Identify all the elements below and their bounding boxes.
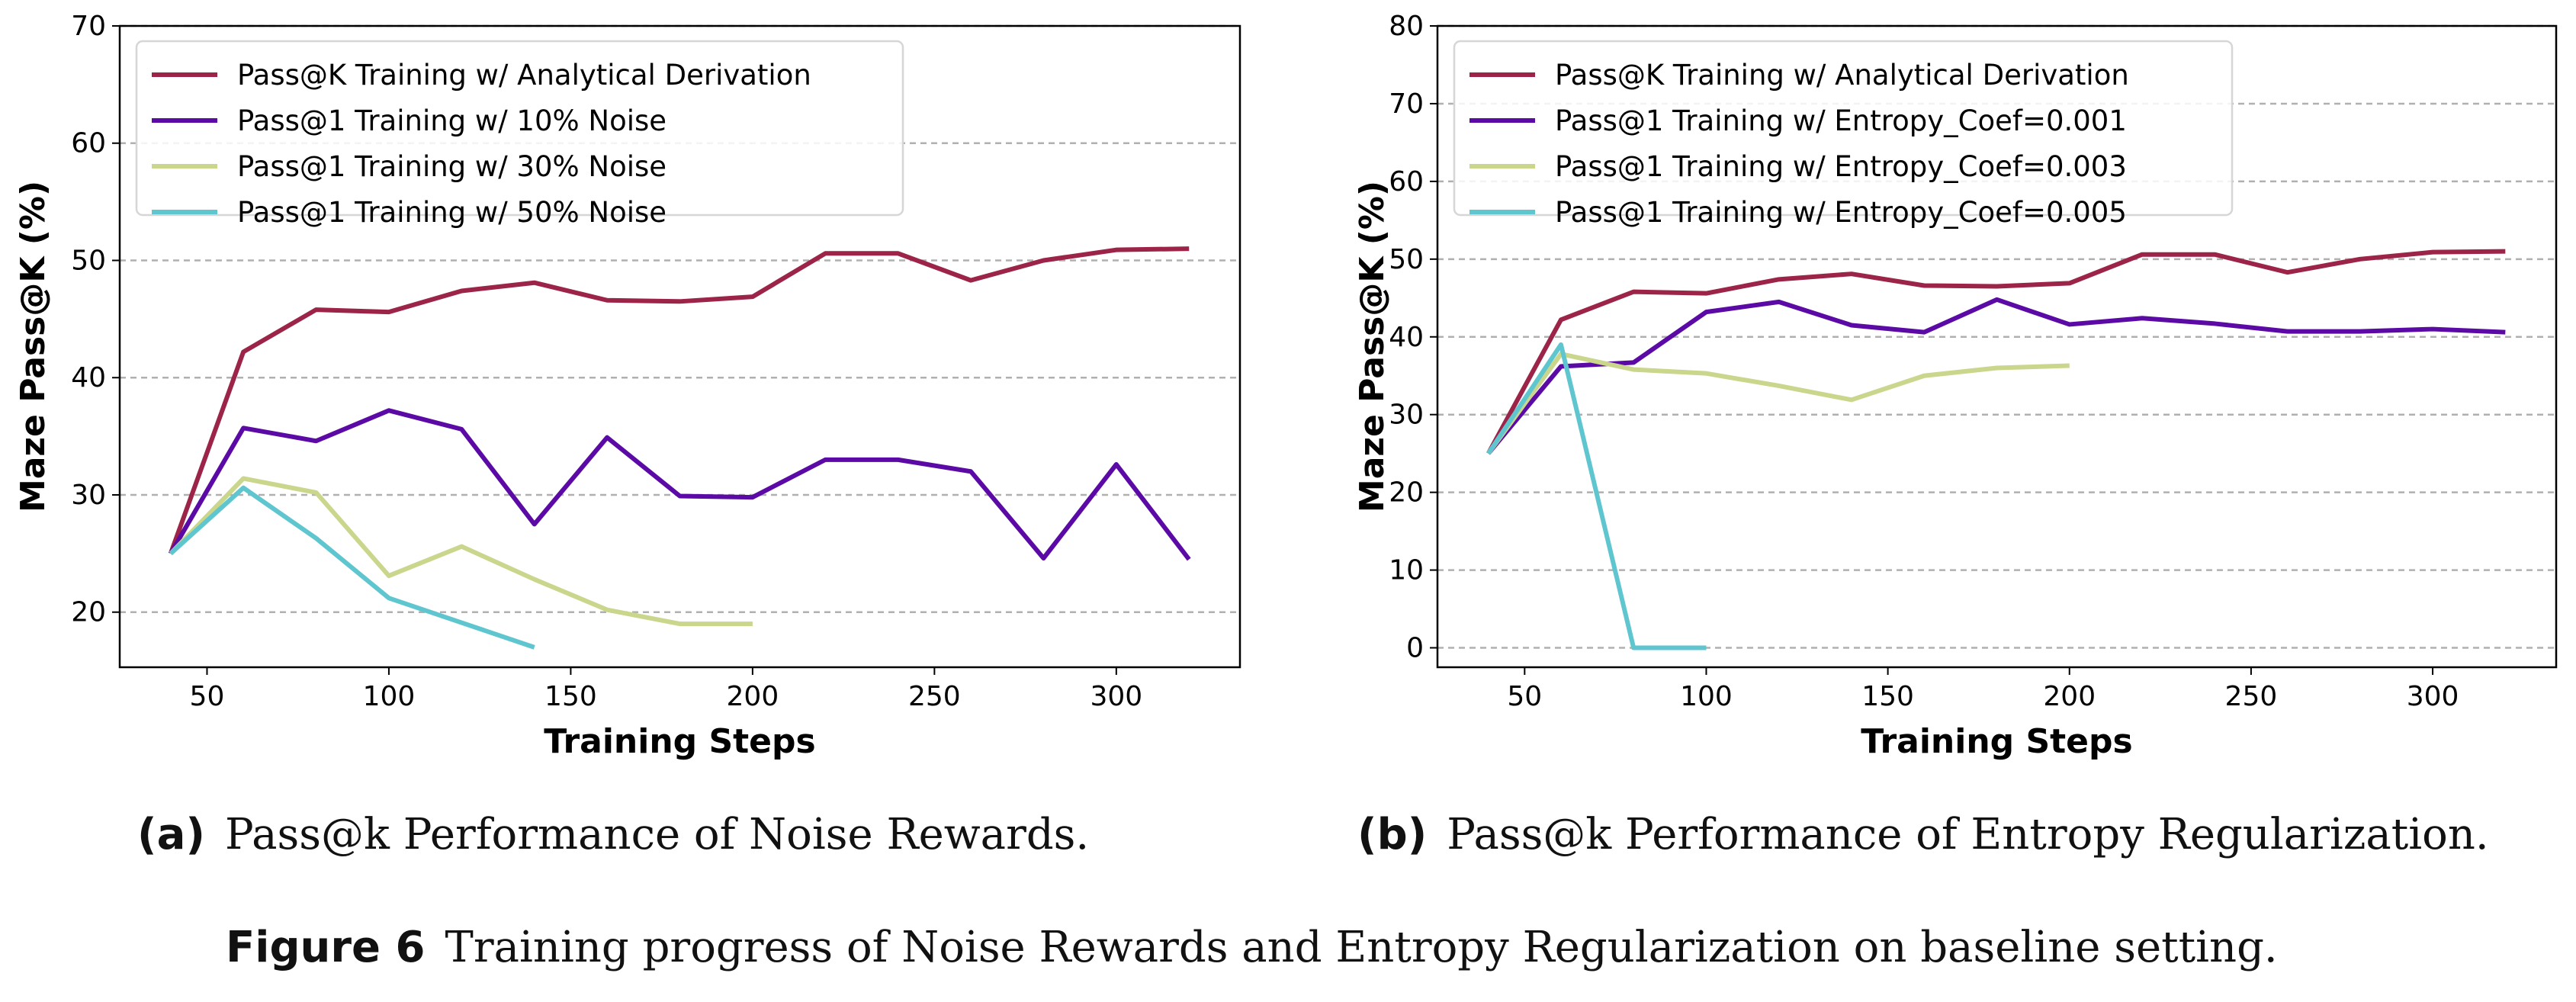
y-tick-label: 10 — [1389, 555, 1424, 586]
legend-label: Pass@1 Training w/ Entropy_Coef=0.005 — [1555, 196, 2127, 229]
chart-b: 0 10 20 30 40 50 60 70 80 50 100 150 200 250 300 Traini… — [1353, 11, 2558, 761]
subcaption-a: (a) Pass@k Performance of Noise Rewards. — [137, 810, 1089, 859]
legend-label: Pass@K Training w/ Analytical Derivation — [1555, 59, 2129, 92]
y-tick-label: 40 — [1389, 322, 1424, 353]
legend-label: Pass@1 Training w/ Entropy_Coef=0.001 — [1555, 104, 2127, 137]
y-tick-label: 60 — [1389, 166, 1424, 198]
series-line-2 — [1486, 297, 2506, 455]
x-tick-label: 150 — [544, 681, 597, 712]
y-tick-label: 70 — [71, 11, 106, 42]
x-axis-label: Training Steps — [1861, 722, 2132, 761]
subcaption-a-label: (a) — [137, 810, 205, 859]
y-tick-label: 70 — [1389, 88, 1424, 120]
legend-label: Pass@1 Training w/ 50% Noise — [237, 196, 666, 229]
x-tick-label: 250 — [908, 681, 961, 712]
y-tick-label: 30 — [1389, 400, 1424, 431]
x-tick-label: 50 — [190, 681, 225, 712]
figure-caption: Figure 6 Training progress of Noise Rewar… — [226, 923, 2278, 972]
subcaption-a-text: Pass@k Performance of Noise Rewards. — [224, 810, 1090, 859]
y-tick-label: 20 — [71, 597, 106, 628]
figure-label: Figure 6 — [226, 923, 426, 972]
legend: Pass@K Training w/ Analytical Derivation… — [135, 40, 904, 229]
series-line-3 — [1486, 352, 2070, 455]
series-line-1 — [168, 246, 1190, 554]
y-tick-label: 50 — [1389, 244, 1424, 275]
legend-label: Pass@1 Training w/ Entropy_Coef=0.003 — [1555, 150, 2127, 183]
legend-box — [135, 40, 904, 217]
x-tick-label: 150 — [1861, 681, 1914, 712]
x-tick-label: 100 — [1680, 681, 1733, 712]
x-tick-label: 300 — [1090, 681, 1142, 712]
x-tick-label: 50 — [1507, 681, 1542, 712]
x-tick-label: 200 — [2043, 681, 2096, 712]
plot-frame — [1436, 24, 2558, 669]
legend: Pass@K Training w/ Analytical Derivation… — [1453, 40, 2234, 229]
subcaption-b: (b) Pass@k Performance of Entropy Regular… — [1357, 810, 2489, 859]
y-tick-label: 30 — [71, 480, 106, 511]
legend-label: Pass@1 Training w/ 30% Noise — [237, 150, 666, 183]
legend-label: Pass@K Training w/ Analytical Derivation — [237, 59, 811, 92]
legend-box — [1453, 40, 2234, 217]
y-tick-label: 50 — [71, 245, 106, 276]
y-axis-label: Maze Pass@K (%) — [14, 181, 53, 512]
chart-a: 20 30 40 50 60 70 50 100 150 200 250 300 Training St… — [14, 11, 1241, 761]
series-line-4 — [1486, 342, 1707, 650]
y-tick-label: 0 — [1406, 633, 1424, 664]
y-tick-label: 20 — [1389, 477, 1424, 509]
legend-label: Pass@1 Training w/ 10% Noise — [237, 104, 666, 137]
x-tick-label: 300 — [2407, 681, 2459, 712]
subcaption-b-text: Pass@k Performance of Entropy Regulariza… — [1447, 810, 2489, 859]
series-line-4 — [169, 485, 535, 650]
x-axis-label: Training Steps — [544, 722, 815, 761]
y-tick-label: 80 — [1389, 11, 1424, 42]
y-axis-label: Maze Pass@K (%) — [1353, 181, 1392, 512]
x-tick-label: 100 — [363, 681, 416, 712]
y-tick-label: 40 — [71, 362, 106, 393]
x-tick-label: 250 — [2225, 681, 2278, 712]
x-tick-label: 200 — [727, 681, 779, 712]
subcaption-b-label: (b) — [1357, 810, 1428, 859]
plot-frame — [118, 24, 1241, 669]
series-line-1 — [1486, 249, 2506, 455]
y-tick-label: 60 — [71, 128, 106, 159]
figure-caption-text: Training progress of Noise Rewards and E… — [445, 923, 2278, 972]
series-line-3 — [169, 476, 753, 627]
series-line-2 — [169, 408, 1191, 561]
